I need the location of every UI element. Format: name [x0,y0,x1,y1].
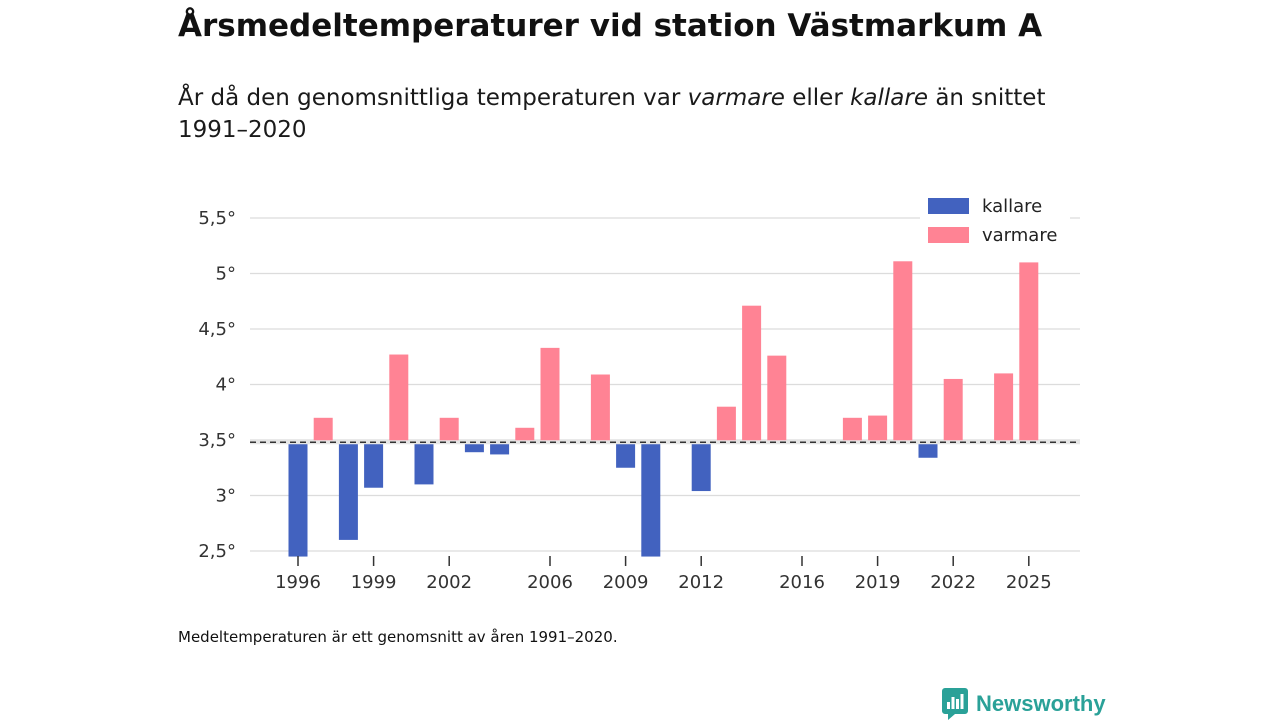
x-tick-label: 2009 [603,572,649,593]
subtitle-part: kallare [850,85,929,111]
bar-2006 [540,347,560,443]
bar-2018 [842,417,862,443]
y-tick-label: 3,5° [198,430,236,451]
y-tick-label: 5° [216,264,236,285]
subtitle-part: eller [784,85,851,111]
bar-2004 [490,442,510,455]
subtitle-part: År då den genomsnittliga temperaturen va… [178,85,688,111]
y-tick-label: 3° [216,486,236,507]
x-tick-label: 2019 [855,572,901,593]
bar-2021 [918,442,938,458]
bar-2024 [994,373,1014,443]
y-tick-label: 5,5° [198,208,236,229]
bar-2005 [515,427,535,443]
bar-2015 [767,355,787,443]
x-tick-label: 1996 [275,572,321,593]
y-tick-label: 2,5° [198,541,236,562]
brand-name: Newsworthy [976,691,1106,716]
y-tick-label: 4,5° [198,319,236,340]
bar-2013 [716,406,736,443]
legend: kallare varmare [920,188,1070,250]
bar-2019 [868,415,888,443]
bar-2010 [641,442,661,557]
legend-swatch-varmare [928,227,969,243]
x-tick-label: 2006 [527,572,573,593]
subtitle-part: varmare [687,85,785,111]
newsworthy-logo-icon [942,688,968,720]
x-tick-label: 2025 [1006,572,1052,593]
bar-2001 [414,442,434,485]
bar-2008 [590,374,610,443]
x-tick-label: 1999 [351,572,397,593]
x-tick-label: 2012 [678,572,724,593]
bar-2014 [742,305,762,443]
y-axis-ticks: 2,5° 3° 3,5° 4° 4,5° 5° 5,5° [198,208,236,562]
y-tick-label: 4° [216,375,236,396]
bar-2020 [893,261,913,443]
bar-2025 [1019,262,1039,443]
legend-swatch-kallare [928,198,969,214]
bar-1996 [288,442,308,557]
legend-label-varmare: varmare [982,225,1057,246]
bar-2009 [616,442,636,468]
bar-2000 [389,354,409,443]
x-tick-label: 2016 [779,572,825,593]
chart-subtitle: År då den genomsnittliga temperaturen va… [178,82,1058,146]
bars [288,261,1039,557]
footnote: Medeltemperaturen är ett genomsnitt av å… [178,628,618,646]
bar-1998 [338,442,358,540]
bar-1999 [364,442,384,488]
bar-2012 [691,442,711,492]
bar-2022 [943,378,963,443]
x-axis: 1996 1999 2002 2006 2009 2012 2016 2019 2022 2025 [275,556,1052,593]
x-tick-label: 2022 [930,572,976,593]
x-tick-label: 2002 [426,572,472,593]
legend-label-kallare: kallare [982,196,1042,217]
brand-logo: Newsworthy [942,688,1106,720]
bar-2003 [464,442,484,453]
bar-chart: 2,5° 3° 3,5° 4° 4,5° 5° 5,5° 1996 1999 2002 2006 2… [198,188,1080,593]
gridlines [250,217,1080,552]
chart-title: Årsmedeltemperaturer vid station Västmar… [178,8,1043,44]
subtitle-part: än snittet 1991–2020 [178,85,1046,143]
bar-2002 [439,417,459,443]
bar-1997 [313,417,333,443]
